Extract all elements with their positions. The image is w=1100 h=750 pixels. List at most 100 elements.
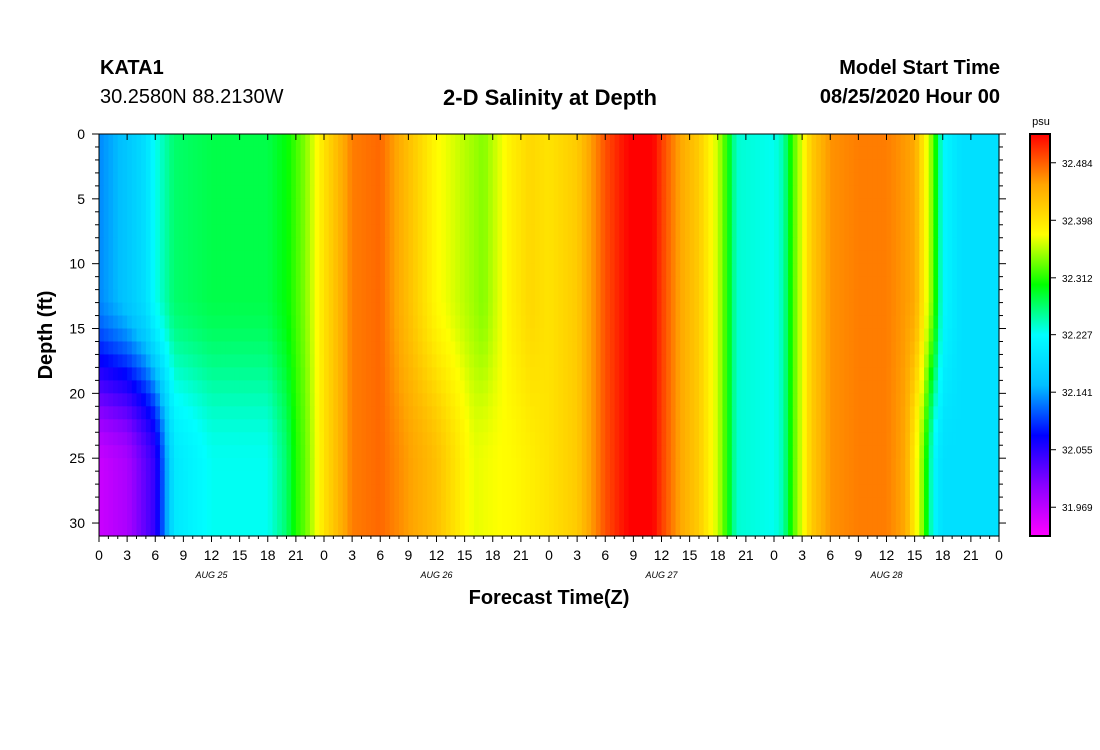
- heatmap-cell: [511, 393, 517, 407]
- heatmap-cell: [464, 406, 470, 420]
- heatmap-cell: [286, 380, 292, 394]
- heatmap-cell: [136, 263, 142, 278]
- heatmap-cell: [117, 146, 124, 161]
- heatmap-cell: [136, 159, 142, 174]
- heatmap-cell: [666, 276, 672, 291]
- heatmap-cell: [272, 211, 278, 226]
- heatmap-cell: [853, 458, 859, 472]
- heatmap-cell: [745, 289, 752, 304]
- heatmap-cell: [970, 289, 977, 304]
- heatmap-cell: [497, 432, 503, 446]
- heatmap-cell: [647, 432, 653, 446]
- heatmap-cell: [164, 211, 170, 226]
- heatmap-cell: [511, 159, 517, 174]
- heatmap-cell: [947, 315, 953, 330]
- heatmap-cell: [127, 393, 133, 407]
- heatmap-cell: [99, 146, 105, 161]
- heatmap-cell: [272, 458, 278, 472]
- heatmap-cell: [113, 289, 119, 304]
- heatmap-cell: [792, 341, 799, 356]
- heatmap-cell: [811, 276, 817, 291]
- heatmap-cell: [684, 302, 691, 317]
- heatmap-cell: [183, 211, 189, 226]
- heatmap-cell: [895, 367, 902, 381]
- heatmap-cell: [689, 393, 695, 407]
- heatmap-cell: [441, 380, 447, 394]
- heatmap-cell: [464, 458, 470, 472]
- heatmap-cell: [909, 419, 916, 433]
- heatmap-cell: [595, 237, 602, 252]
- heatmap-cell: [389, 328, 395, 343]
- heatmap-cell: [638, 393, 644, 407]
- heatmap-cell: [136, 354, 142, 369]
- heatmap-cell: [281, 146, 288, 161]
- heatmap-cell: [277, 134, 283, 148]
- heatmap-cell: [970, 432, 977, 446]
- heatmap-cell: [670, 406, 677, 420]
- heatmap-cell: [624, 341, 630, 356]
- heatmap-cell: [909, 185, 916, 200]
- heatmap-cell: [553, 341, 559, 356]
- heatmap-cell: [633, 146, 639, 161]
- heatmap-cell: [806, 302, 813, 317]
- heatmap-cell: [352, 315, 358, 330]
- heatmap-cell: [731, 224, 738, 239]
- heatmap-cell: [853, 445, 859, 459]
- heatmap-cell: [347, 406, 353, 420]
- heatmap-cell: [605, 328, 611, 343]
- heatmap-cell: [394, 198, 400, 213]
- heatmap-cell: [755, 198, 761, 213]
- heatmap-cell: [356, 315, 363, 330]
- heatmap-cell: [853, 354, 859, 369]
- heatmap-cell: [544, 263, 550, 278]
- heatmap-cell: [895, 341, 902, 356]
- heatmap-cell: [642, 237, 649, 252]
- heatmap-cell: [361, 211, 367, 226]
- heatmap-cell: [394, 432, 400, 446]
- heatmap-cell: [389, 237, 395, 252]
- heatmap-cell: [900, 328, 906, 343]
- heatmap-cell: [802, 367, 808, 381]
- heatmap-cell: [708, 276, 714, 291]
- heatmap-cell: [783, 458, 789, 472]
- heatmap-cell: [516, 445, 522, 459]
- heatmap-cell: [539, 198, 545, 213]
- heatmap-cell: [750, 211, 756, 226]
- heatmap-cell: [722, 224, 728, 239]
- heatmap-cell: [914, 263, 920, 278]
- heatmap-cell: [966, 341, 972, 356]
- heatmap-cell: [694, 354, 700, 369]
- heatmap-cell: [736, 341, 742, 356]
- heatmap-cell: [333, 380, 339, 394]
- heatmap-cell: [863, 289, 869, 304]
- heatmap-cell: [980, 134, 986, 148]
- heatmap-cell: [253, 263, 259, 278]
- heatmap-cell: [478, 185, 484, 200]
- heatmap-cell: [938, 302, 944, 317]
- heatmap-cell: [966, 211, 972, 226]
- heatmap-cell: [881, 134, 888, 148]
- heatmap-cell: [474, 445, 480, 459]
- heatmap-cell: [253, 393, 259, 407]
- heatmap-cell: [783, 159, 789, 174]
- heatmap-cell: [117, 302, 124, 317]
- heatmap-cell: [544, 146, 550, 161]
- heatmap-cell: [769, 224, 775, 239]
- heatmap-cell: [591, 289, 597, 304]
- heatmap-cell: [141, 172, 147, 187]
- heatmap-cell: [933, 354, 939, 369]
- heatmap-cell: [755, 289, 761, 304]
- heatmap-cell: [450, 250, 456, 265]
- heatmap-cell: [384, 341, 391, 356]
- heatmap-cell: [211, 134, 217, 148]
- heatmap-cell: [628, 159, 634, 174]
- heatmap-cell: [272, 172, 278, 187]
- heatmap-cell: [905, 445, 911, 459]
- heatmap-cell: [933, 289, 939, 304]
- heatmap-cell: [155, 198, 161, 213]
- heatmap-cell: [942, 367, 949, 381]
- heatmap-cell: [427, 172, 433, 187]
- heatmap-cell: [778, 315, 784, 330]
- heatmap-cell: [511, 445, 517, 459]
- heatmap-cell: [188, 263, 194, 278]
